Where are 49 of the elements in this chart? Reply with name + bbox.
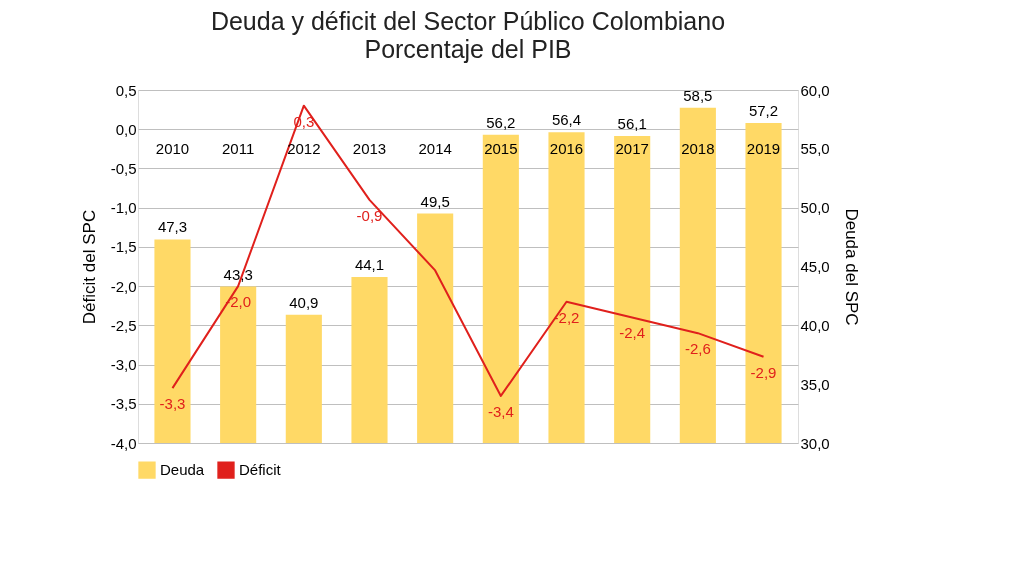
y2-tick-label: 55,0 [800,140,830,158]
x-tick-label: 2018 [681,139,715,157]
data-label: -2,2 [553,308,580,326]
legend-label: Deuda [160,461,205,479]
y-tick-label: -2,5 [110,316,137,334]
data-label: -3,3 [159,395,186,413]
x-tick-label: 2017 [615,139,649,157]
data-label: 56,1 [617,114,647,132]
data-label: 58,5 [683,86,713,104]
y2-tick-label: 50,0 [800,199,830,217]
y2-tick-label: 35,0 [800,375,830,393]
y2-axis-title: Deuda del SPC [841,208,861,326]
y-tick-label: -0,5 [110,159,137,177]
x-tick-label: 2011 [222,139,255,157]
y-tick-label: -4,0 [110,434,137,452]
y2-tick-label: 45,0 [800,258,830,275]
legend-label: Déficit [239,461,282,479]
data-label: -2,9 [750,363,777,381]
chart-subtitle: Porcentaje del PIB [364,35,572,63]
y-tick-label: -1,5 [110,238,137,256]
y2-tick-label: 40,0 [800,316,830,334]
data-label: 56,2 [486,113,516,131]
y-axis-title: Déficit del SPC [79,209,99,325]
y-tick-label: 0,0 [115,120,137,138]
y2-tick-label: 60,0 [800,81,830,99]
x-tick-label: 2012 [287,139,321,157]
data-label: -2,6 [684,340,711,358]
y2-tick-label: 30,0 [800,434,830,452]
data-label: 56,4 [551,111,582,129]
x-tick-label: 2013 [352,139,387,157]
data-label: 57,2 [748,101,779,119]
data-label: 44,1 [354,256,385,274]
data-label: 47,3 [157,218,188,236]
y-tick-label: -3,5 [110,395,137,413]
x-tick-label: 2014 [418,139,452,157]
chart-title: Deuda y déficit del Sector Público Colombiano [210,7,726,35]
data-label: -0,9 [356,206,383,224]
y-tick-label: -2,0 [110,277,137,295]
data-label: -3,4 [487,402,514,420]
data-label: 49,5 [420,192,450,210]
x-tick-label: 2015 [484,139,518,157]
y-tick-label: -1,0 [110,199,137,217]
data-label: 40,9 [289,293,319,311]
y-tick-label: -3,0 [110,356,137,374]
y-tick-label: 0,5 [115,81,137,99]
x-tick-label: 2019 [746,139,781,157]
data-label: -2,4 [619,324,646,342]
x-tick-label: 2010 [155,139,190,157]
x-tick-label: 2016 [549,139,584,157]
